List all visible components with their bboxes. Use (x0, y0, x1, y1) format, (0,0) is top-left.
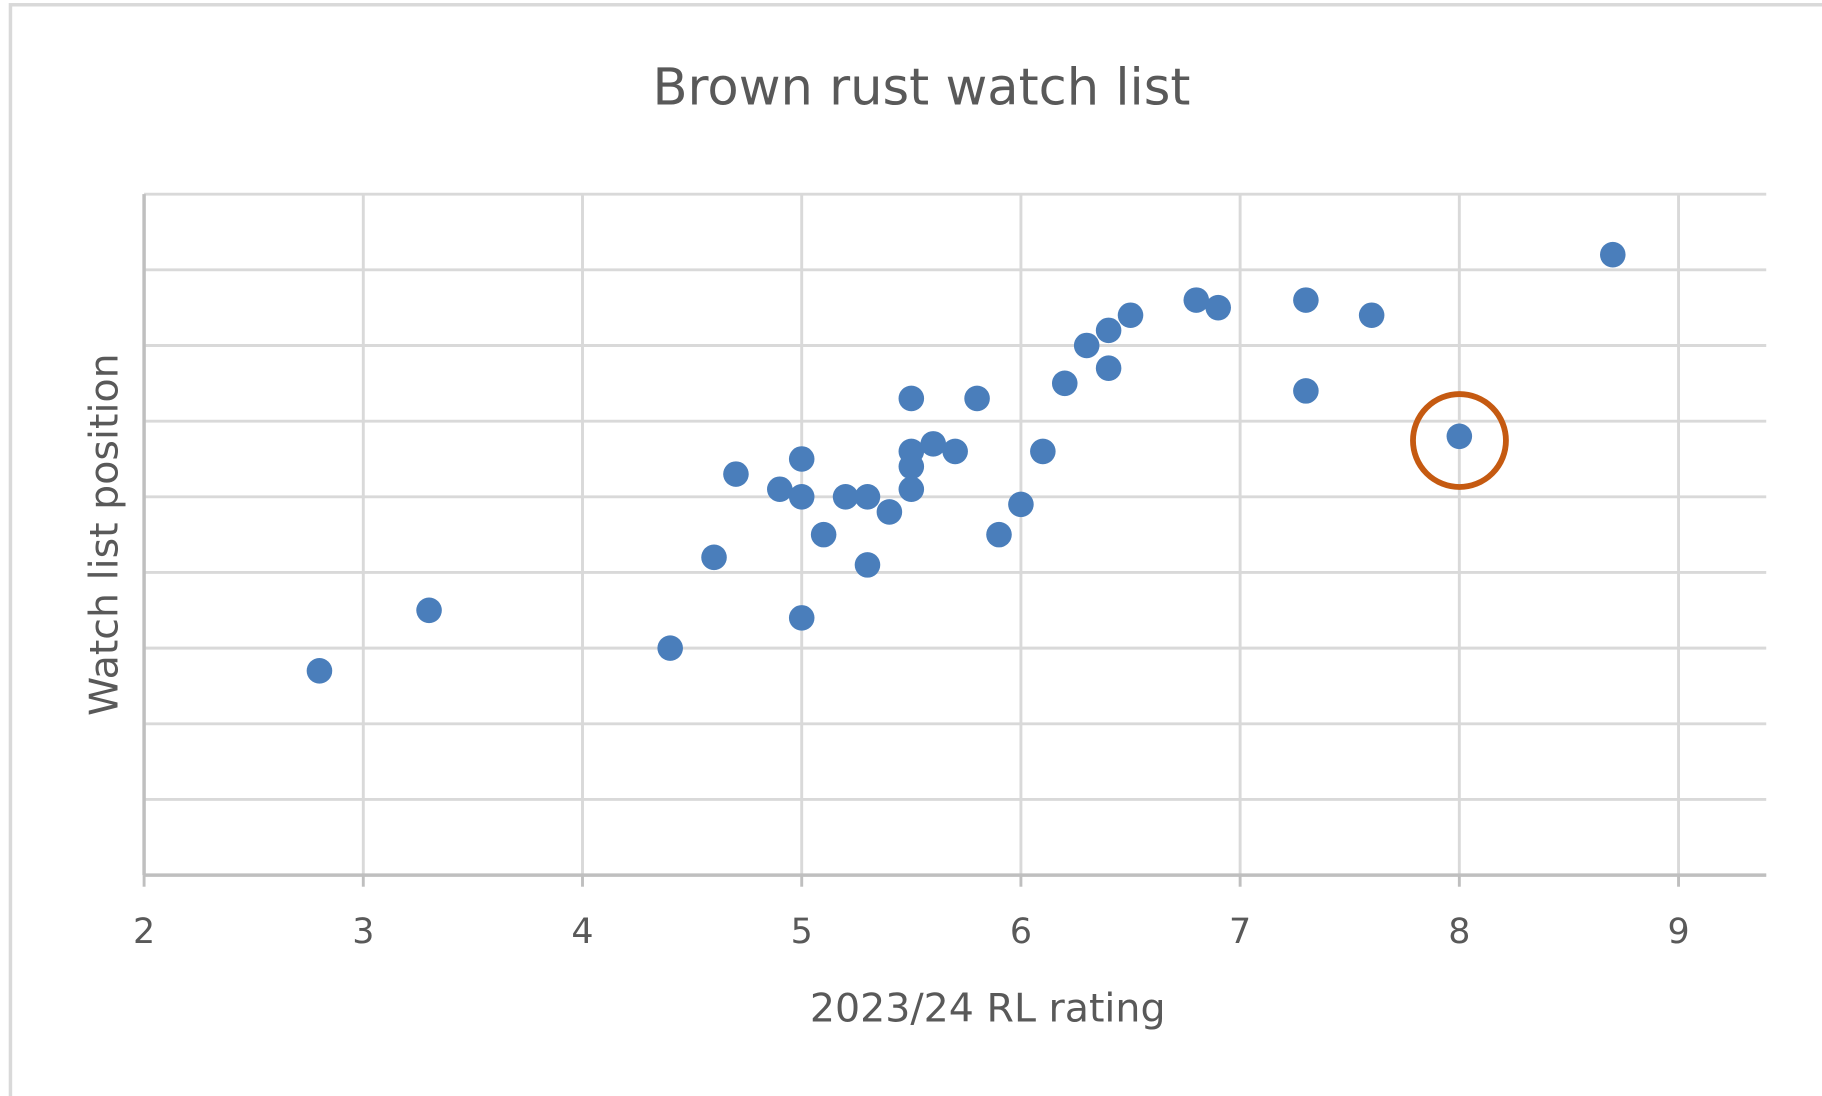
point (964, 385, 990, 412)
point (1117, 302, 1144, 329)
point (1599, 241, 1626, 268)
point (306, 658, 333, 684)
point (810, 521, 837, 548)
x-tick-label: 7 (1229, 912, 1251, 952)
x-tick-label: 4 (571, 912, 593, 952)
point (767, 476, 793, 503)
x-tick-label: 6 (1010, 912, 1032, 952)
point (1095, 317, 1122, 344)
point (723, 461, 749, 487)
point (1095, 355, 1122, 381)
highlight-circle (1410, 391, 1509, 490)
point (920, 431, 947, 457)
point (1293, 378, 1319, 404)
point (1008, 491, 1034, 518)
point (1051, 370, 1078, 397)
point (898, 385, 925, 412)
x-axis-title: 2023/24 RL rating (810, 986, 1166, 1032)
x-tick-label: 8 (1448, 912, 1470, 952)
point (986, 521, 1012, 548)
point (1293, 287, 1319, 313)
point (788, 446, 815, 472)
point (788, 605, 815, 631)
point (416, 597, 442, 624)
point (942, 438, 968, 465)
point (854, 484, 881, 510)
point (898, 453, 925, 480)
x-tick-label: 3 (352, 912, 374, 952)
point (1030, 438, 1056, 465)
point (876, 499, 903, 525)
y-axis-title: Watch list position (81, 353, 127, 716)
x-tick-label: 5 (791, 912, 813, 952)
chart-title: Brown rust watch list (652, 59, 1190, 118)
point (1446, 423, 1473, 450)
point (657, 635, 683, 661)
point (854, 552, 881, 578)
x-tick-label: 9 (1667, 912, 1689, 952)
point (1358, 302, 1385, 329)
point (701, 544, 727, 571)
point (832, 484, 859, 510)
point (788, 484, 815, 510)
x-tick-label: 2 (133, 912, 155, 952)
point (1073, 332, 1100, 359)
chart-border (8, 3, 1822, 1096)
point (1183, 287, 1210, 313)
point (898, 476, 925, 503)
point (1205, 294, 1231, 321)
